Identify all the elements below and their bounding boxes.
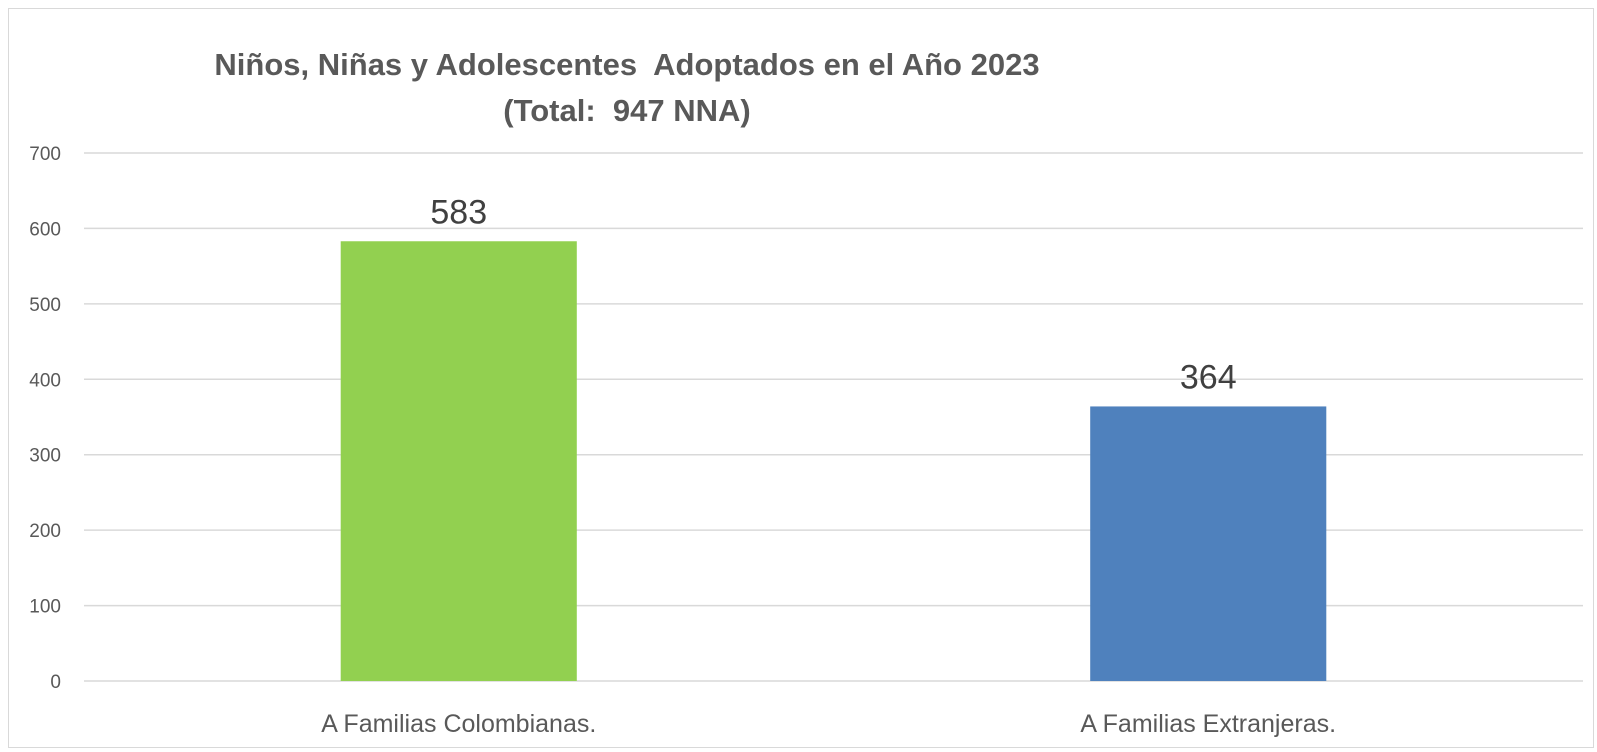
y-axis-ticks: 0 100 200 300 400 500 600 700 xyxy=(29,144,61,693)
y-tick-label: 600 xyxy=(29,219,61,240)
y-tick-label: 200 xyxy=(29,521,61,542)
bars xyxy=(340,241,1327,681)
data-labels: 583 364 xyxy=(430,193,1236,396)
x-axis-categories: A Familias Colombianas. A Familias Extran… xyxy=(321,710,1336,738)
bar-2 xyxy=(1090,406,1327,681)
chart-title: Niños, Niñas y Adolescentes Adoptados en… xyxy=(214,47,1040,128)
y-tick-label: 400 xyxy=(29,370,61,391)
category-label-2: A Familias Extranjeras. xyxy=(1080,710,1336,738)
data-label-2: 364 xyxy=(1180,358,1237,396)
y-tick-label: 500 xyxy=(29,295,61,316)
bar-1 xyxy=(340,241,577,681)
data-label-1: 583 xyxy=(430,193,487,231)
y-tick-label: 100 xyxy=(29,597,61,618)
y-tick-label: 700 xyxy=(29,144,61,165)
gridlines xyxy=(84,152,1583,682)
y-tick-label: 0 xyxy=(50,672,61,693)
category-label-1: A Familias Colombianas. xyxy=(321,710,596,738)
y-tick-label: 300 xyxy=(29,446,61,467)
chart-frame xyxy=(8,8,1594,748)
